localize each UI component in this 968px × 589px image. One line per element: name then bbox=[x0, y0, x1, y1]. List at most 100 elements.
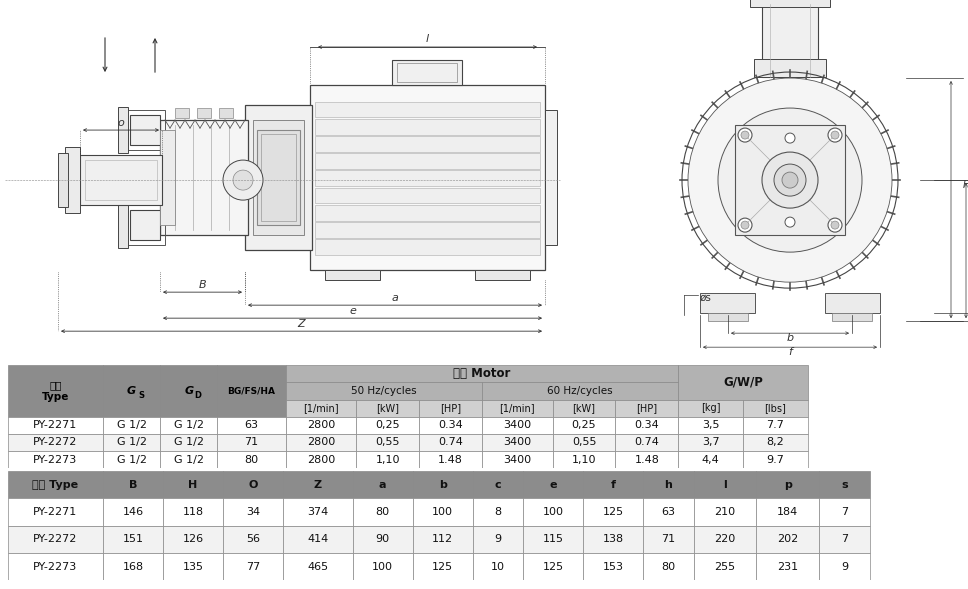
Bar bbox=[679, 365, 808, 399]
Bar bbox=[130, 115, 160, 145]
Text: 115: 115 bbox=[542, 534, 563, 544]
Bar bbox=[283, 525, 352, 553]
Text: 2800: 2800 bbox=[307, 421, 335, 431]
Bar bbox=[756, 553, 819, 580]
Text: 3,7: 3,7 bbox=[702, 438, 719, 448]
Text: 8,2: 8,2 bbox=[767, 438, 784, 448]
Bar bbox=[756, 525, 819, 553]
Bar bbox=[616, 399, 679, 417]
Bar bbox=[286, 399, 356, 417]
Text: 型號 Type: 型號 Type bbox=[32, 480, 78, 490]
Bar bbox=[754, 59, 826, 77]
Text: 63: 63 bbox=[245, 421, 258, 431]
Circle shape bbox=[785, 133, 795, 143]
Text: øs: øs bbox=[700, 293, 711, 303]
Text: 71: 71 bbox=[661, 534, 676, 544]
Bar bbox=[643, 471, 693, 498]
Bar bbox=[553, 417, 616, 434]
Bar bbox=[217, 365, 286, 417]
Bar bbox=[475, 270, 530, 280]
Text: 414: 414 bbox=[307, 534, 328, 544]
Bar bbox=[315, 153, 540, 169]
Text: 125: 125 bbox=[602, 507, 623, 517]
Text: [kW]: [kW] bbox=[572, 403, 595, 413]
Bar bbox=[163, 498, 223, 525]
Text: [HP]: [HP] bbox=[636, 403, 657, 413]
Text: 7: 7 bbox=[841, 534, 848, 544]
Bar bbox=[103, 365, 160, 417]
Bar bbox=[315, 136, 540, 152]
Bar bbox=[160, 451, 217, 468]
Text: h: h bbox=[664, 480, 672, 490]
Text: 9: 9 bbox=[495, 534, 501, 544]
Bar bbox=[693, 525, 756, 553]
Text: 126: 126 bbox=[182, 534, 203, 544]
Text: 210: 210 bbox=[714, 507, 736, 517]
Bar bbox=[819, 553, 870, 580]
Circle shape bbox=[782, 172, 798, 188]
Bar bbox=[708, 313, 748, 321]
Text: 型號
Type: 型號 Type bbox=[42, 380, 69, 402]
Bar bbox=[160, 120, 248, 235]
Text: 465: 465 bbox=[307, 561, 328, 571]
Bar bbox=[356, 451, 419, 468]
Bar bbox=[315, 119, 540, 134]
Bar bbox=[419, 399, 482, 417]
Bar bbox=[825, 293, 880, 313]
Bar bbox=[325, 270, 380, 280]
Text: 0.74: 0.74 bbox=[439, 438, 463, 448]
Text: 100: 100 bbox=[542, 507, 563, 517]
Bar bbox=[743, 399, 808, 417]
Text: 1.48: 1.48 bbox=[439, 455, 463, 465]
Text: G: G bbox=[127, 386, 136, 396]
Bar bbox=[8, 553, 103, 580]
Text: f: f bbox=[788, 347, 792, 357]
Text: 0,55: 0,55 bbox=[572, 438, 596, 448]
Circle shape bbox=[741, 221, 749, 229]
Bar bbox=[286, 434, 356, 451]
Text: Z: Z bbox=[298, 319, 305, 329]
Text: l: l bbox=[426, 34, 429, 44]
Bar bbox=[472, 525, 523, 553]
Text: a: a bbox=[392, 293, 399, 303]
Bar bbox=[583, 471, 643, 498]
Text: a: a bbox=[378, 480, 386, 490]
Bar bbox=[223, 471, 283, 498]
Text: PY-2272: PY-2272 bbox=[33, 438, 77, 448]
Text: PY-2271: PY-2271 bbox=[33, 507, 77, 517]
Bar bbox=[679, 399, 743, 417]
Bar bbox=[523, 498, 583, 525]
Bar bbox=[356, 434, 419, 451]
Text: G 1/2: G 1/2 bbox=[116, 455, 146, 465]
Bar bbox=[160, 417, 217, 434]
Bar bbox=[103, 471, 163, 498]
Bar bbox=[482, 451, 553, 468]
Text: G 1/2: G 1/2 bbox=[116, 421, 146, 431]
Text: 1,10: 1,10 bbox=[572, 455, 596, 465]
Text: B: B bbox=[129, 480, 137, 490]
Bar bbox=[419, 417, 482, 434]
Bar bbox=[223, 525, 283, 553]
Bar bbox=[352, 553, 412, 580]
Text: G 1/2: G 1/2 bbox=[173, 438, 203, 448]
Bar bbox=[283, 498, 352, 525]
Bar bbox=[482, 434, 553, 451]
Text: G 1/2: G 1/2 bbox=[173, 421, 203, 431]
Text: 3,5: 3,5 bbox=[702, 421, 719, 431]
Text: p: p bbox=[784, 480, 792, 490]
Bar bbox=[103, 417, 160, 434]
Text: Z: Z bbox=[314, 480, 321, 490]
Text: 100: 100 bbox=[372, 561, 393, 571]
Text: H: H bbox=[189, 480, 197, 490]
Text: 4,4: 4,4 bbox=[702, 455, 719, 465]
Bar bbox=[832, 313, 872, 321]
Text: 2800: 2800 bbox=[307, 438, 335, 448]
Text: 220: 220 bbox=[714, 534, 736, 544]
Bar bbox=[819, 525, 870, 553]
Text: 135: 135 bbox=[183, 561, 203, 571]
Bar bbox=[160, 434, 217, 451]
Bar bbox=[315, 239, 540, 255]
Text: 60 Hz/cycles: 60 Hz/cycles bbox=[547, 386, 613, 396]
Circle shape bbox=[831, 221, 839, 229]
Text: 125: 125 bbox=[542, 561, 563, 571]
